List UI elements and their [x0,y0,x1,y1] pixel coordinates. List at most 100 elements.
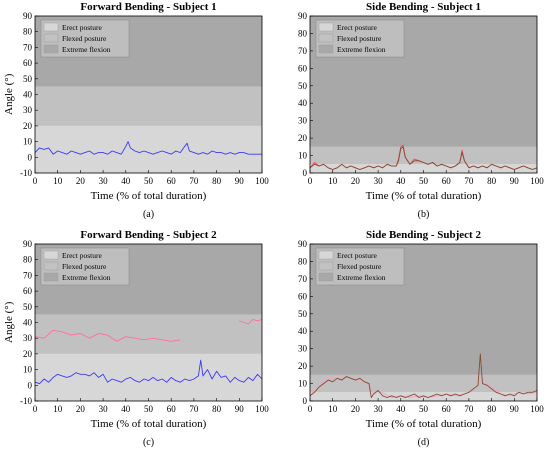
legend-label: Extreme flexion [337,45,386,54]
y-tick-label: 20 [298,361,308,371]
legend-swatch [318,272,334,282]
x-tick-label: 100 [255,176,269,186]
x-tick-label: 50 [144,176,154,186]
zone-band [35,86,262,126]
zone-band [310,16,537,147]
x-tick-label: 20 [351,404,361,414]
x-tick-label: 20 [351,176,361,186]
y-tick-label: 10 [298,379,308,389]
x-tick-label: 100 [530,404,544,414]
y-tick-label: 90 [298,239,308,249]
x-tick-label: 0 [308,404,313,414]
data-series-line [34,141,262,155]
x-tick-label: 50 [419,176,429,186]
zone-band [35,16,262,87]
legend-label: Extreme flexion [62,273,111,282]
x-tick-label: 70 [189,404,199,414]
x-tick-label: 100 [255,404,269,414]
data-series-line [34,329,181,342]
chart-title: Forward Bending - Subject 1 [80,1,217,13]
panel-caption: (c) [142,437,155,448]
x-tick-label: 70 [189,176,199,186]
y-tick-label: -10 [20,396,32,406]
x-tick-label: 90 [510,404,520,414]
data-series-line [34,359,263,385]
y-tick-label: 0 [303,168,308,178]
x-tick-label: 100 [530,176,544,186]
y-tick-label: 10 [23,365,33,375]
x-tick-label: 80 [487,404,497,414]
x-tick-label: 90 [235,404,245,414]
y-tick-label: 90 [298,11,308,21]
y-tick-label: 80 [23,27,33,37]
y-tick-label: 0 [303,396,308,406]
chart-panel-b: Side Bending - Subject 1 0 10 20 30 40 50 60 70… [275,0,550,228]
zone-band [310,164,537,173]
y-tick-label: 60 [23,58,33,68]
y-tick-label: 40 [23,318,33,328]
y-tick-label: 50 [23,302,33,312]
legend-label: Flexed posture [337,262,382,271]
y-tick-label: 60 [298,291,308,301]
x-tick-label: 50 [144,404,154,414]
y-tick-label: 20 [298,133,308,143]
y-tick-label: 30 [298,344,308,354]
plot-svg: 0 10 20 30 40 50 60 70 80 90 100-10010203040506070… [20,239,269,414]
zone-band [310,374,537,393]
chart-panel-d: Side Bending - Subject 2 0 10 20 30 40 50 60 70… [275,228,550,455]
x-tick-label: 60 [167,404,177,414]
x-tick-label: 10 [53,176,63,186]
plot-svg: 0 10 20 30 40 50 60 70 80 90 100-10010203040506070… [20,11,269,186]
zone-band [35,314,262,354]
x-tick-label: 70 [464,176,474,186]
zone-band [310,244,537,375]
y-tick-label: 10 [23,137,33,147]
legend-label: Flexed posture [62,262,107,271]
chart-title: Side Bending - Subject 2 [366,229,481,241]
chart-panel-a: Forward Bending - Subject 1 0 10 20 30 40 50 6… [0,0,275,228]
x-axis-label: Time (% of total duration) [90,190,207,202]
legend-swatch [43,272,59,282]
legend-label: Erect posture [62,23,102,32]
x-tick-label: 40 [396,404,406,414]
y-axis-label: Angle (°) [3,301,15,343]
y-tick-label: 50 [23,74,33,84]
legend-label: Extreme flexion [337,273,386,282]
legend-label: Erect posture [337,251,377,260]
x-tick-label: 20 [76,404,86,414]
zone-band [35,353,262,401]
y-tick-label: 60 [298,63,308,73]
legend-swatch [318,261,334,271]
y-tick-label: 50 [298,309,308,319]
zone-band [310,146,537,165]
x-tick-label: 60 [167,176,177,186]
panel-caption: (a) [142,209,155,220]
y-tick-label: 20 [23,349,33,359]
x-tick-label: 10 [328,404,338,414]
panel-caption: (d) [417,437,430,448]
data-series-line [309,146,538,170]
x-tick-label: 30 [374,404,384,414]
x-tick-label: 30 [99,176,109,186]
x-tick-label: 80 [487,176,497,186]
y-tick-label: 30 [298,116,308,126]
x-tick-label: 70 [464,404,474,414]
legend-label: Erect posture [62,251,102,260]
y-tick-label: 30 [23,105,33,115]
x-tick-label: 0 [33,404,38,414]
x-tick-label: 10 [53,404,63,414]
data-series-line [309,353,538,398]
x-tick-label: 90 [510,176,520,186]
legend-swatch [43,33,59,43]
y-axis-label: Angle (°) [3,73,15,115]
x-tick-label: 40 [121,404,131,414]
y-tick-label: 0 [28,380,33,390]
legend-swatch [318,44,334,54]
legend-swatch [43,22,59,32]
x-axis-label: Time (% of total duration) [365,418,482,430]
legend-swatch [318,250,334,260]
y-tick-label: 70 [23,270,33,280]
legend-label: Extreme flexion [62,45,111,54]
y-tick-label: 40 [23,90,33,100]
zone-band [35,125,262,173]
